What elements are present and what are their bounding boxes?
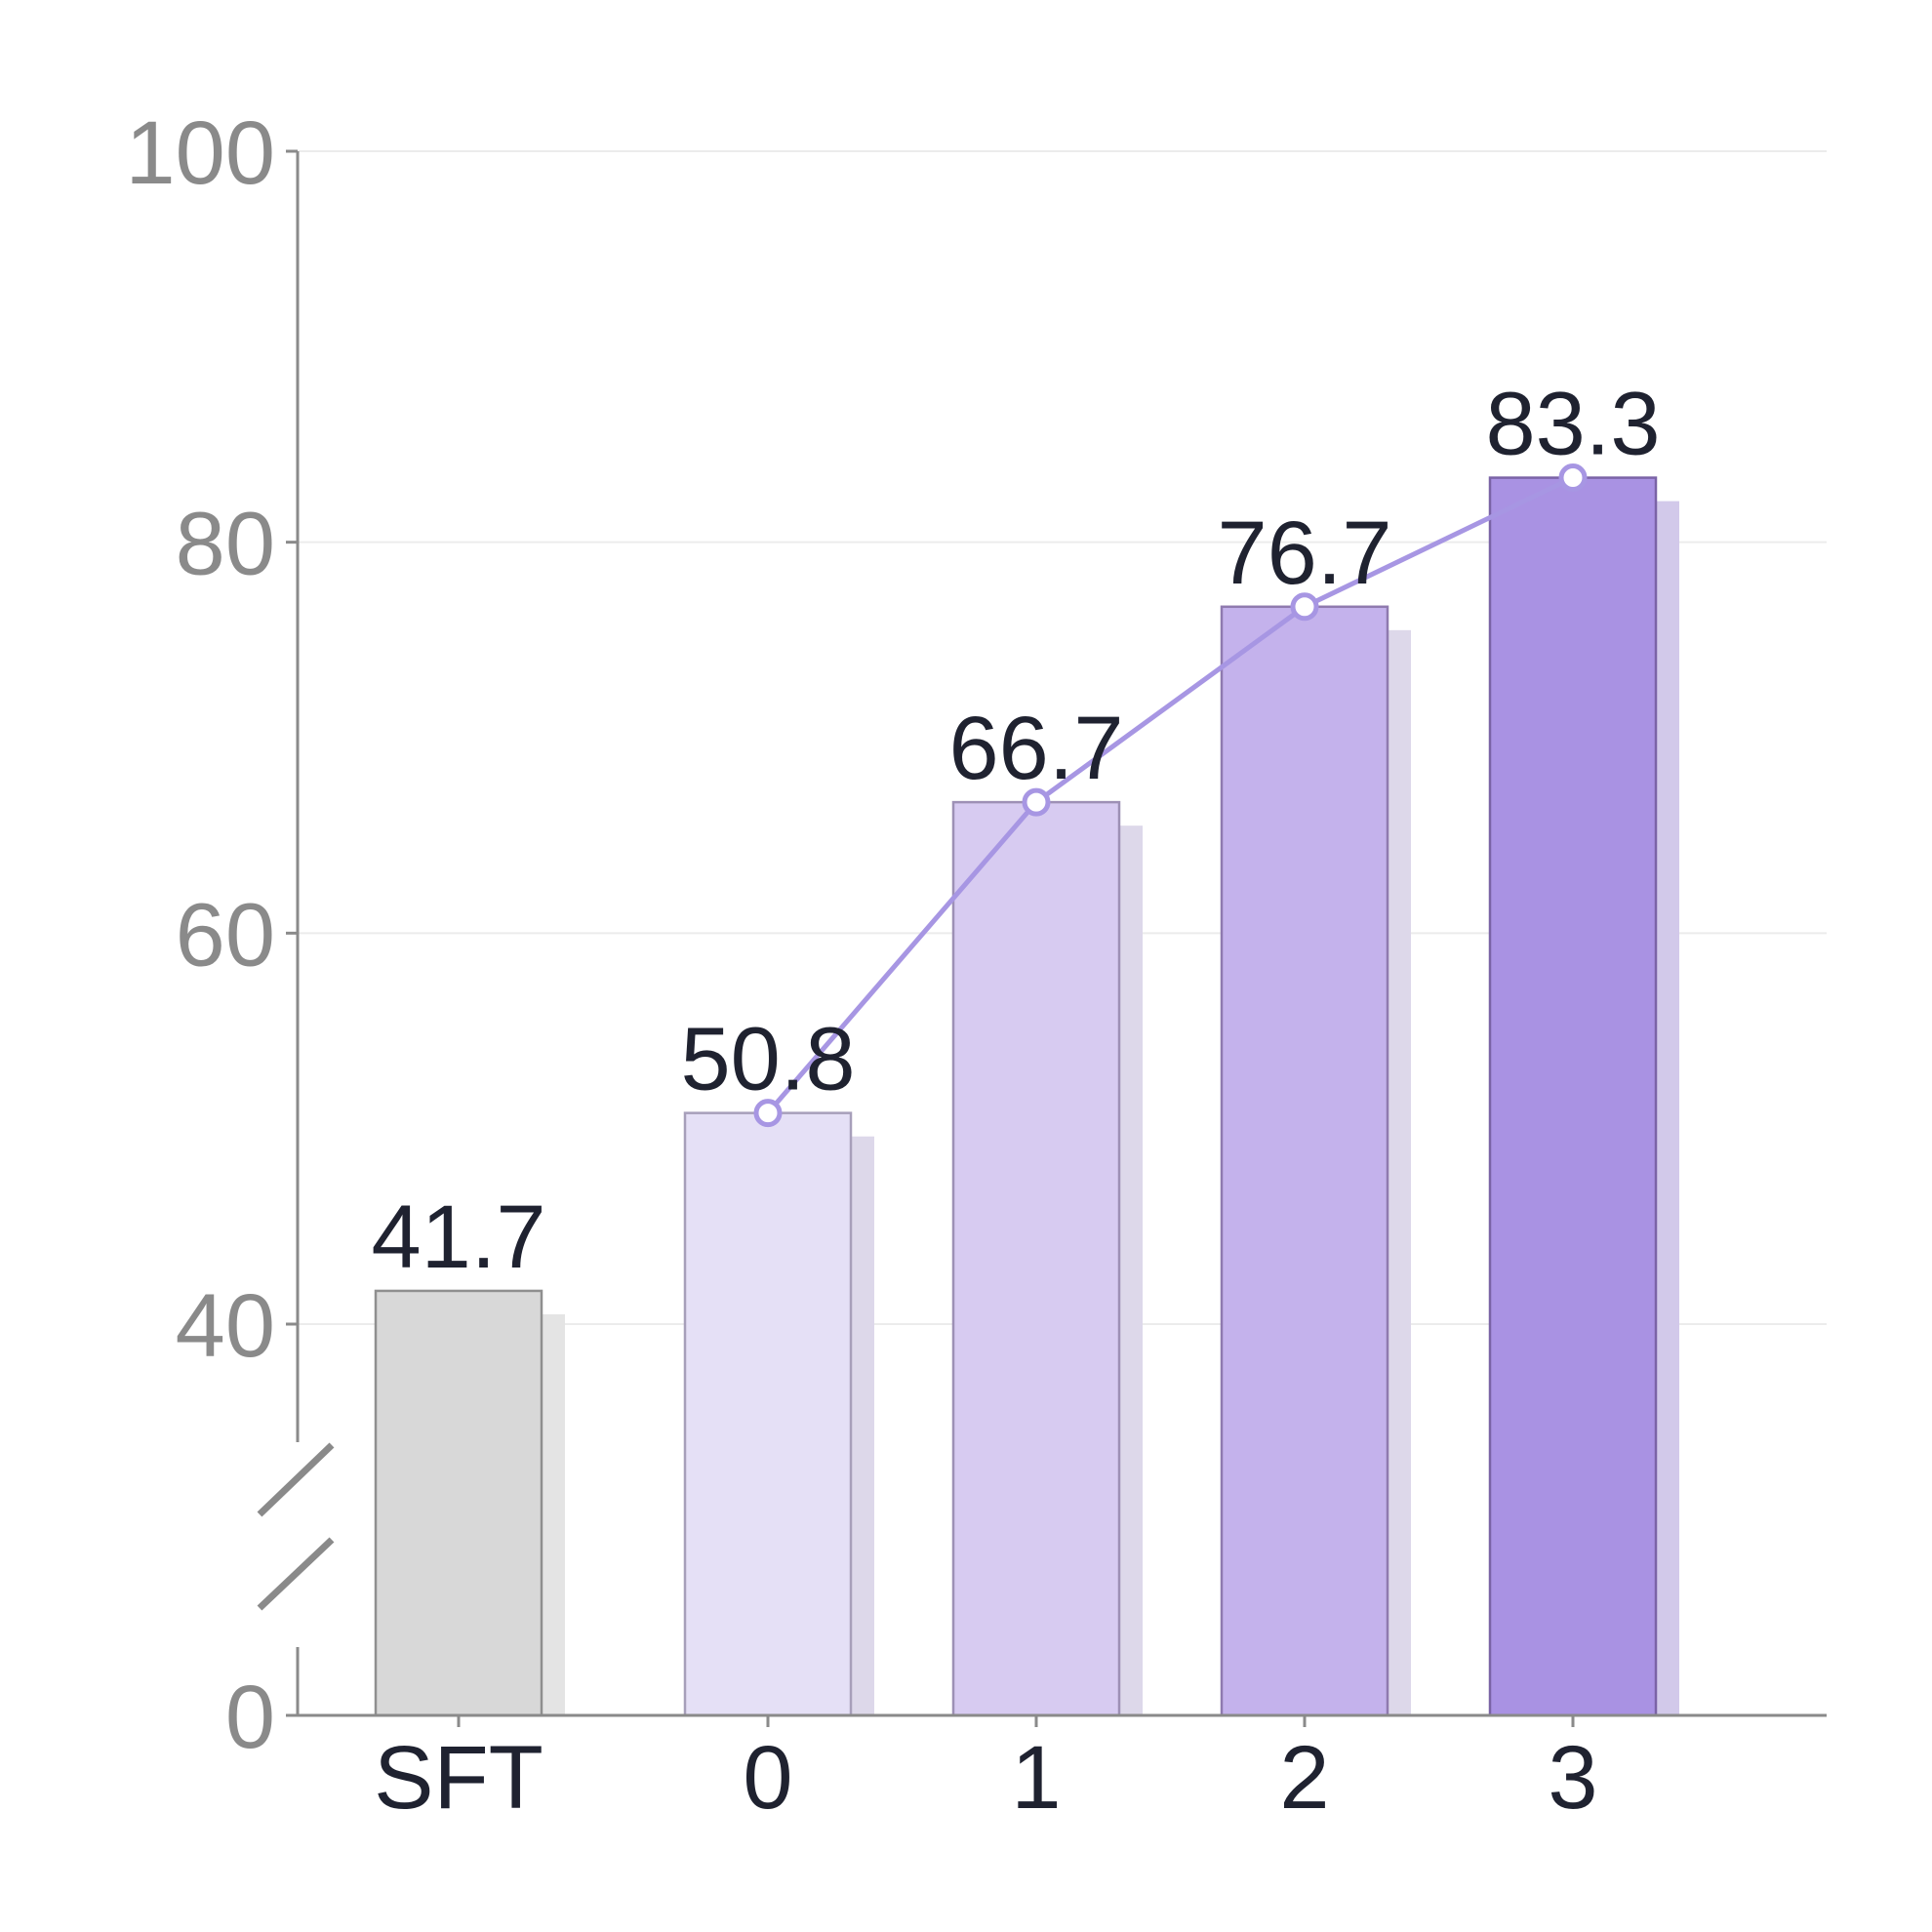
x-tick-label: SFT	[374, 1728, 543, 1828]
y-tick-label: 60	[176, 885, 275, 985]
bar	[374, 1289, 543, 1717]
x-tick-label: 2	[1279, 1728, 1329, 1828]
bar-value-label: 41.7	[371, 1187, 545, 1287]
y-tick-label: 40	[176, 1276, 275, 1376]
axis-break-mark	[257, 1442, 335, 1517]
bar-value-label: 50.8	[680, 1010, 855, 1109]
trend-line-path	[766, 475, 1575, 1115]
trend-line-point	[1290, 592, 1319, 622]
bar-value-label: 76.7	[1217, 503, 1391, 603]
y-tick-label: 80	[176, 495, 275, 594]
y-tick-label: 100	[126, 103, 276, 203]
x-tick-label: 3	[1548, 1728, 1597, 1828]
trend-line-point	[753, 1099, 783, 1128]
value-labels: 41.7 50.8 66.7 76.7 83.3	[371, 375, 1660, 1287]
trend-line-point	[1022, 787, 1051, 817]
bars	[374, 476, 1658, 1717]
x-tick-label: 0	[743, 1728, 792, 1828]
y-tick-labels: 0 40 60 80 100	[126, 103, 298, 1767]
axis-break-mark	[257, 1537, 335, 1611]
bar	[1488, 476, 1658, 1717]
y-tick-label: 0	[225, 1668, 275, 1767]
x-tick-labels: SFT 0 1 2 3	[374, 1715, 1598, 1828]
trend-line	[753, 463, 1588, 1128]
bar-value-label: 83.3	[1485, 375, 1660, 474]
axes	[257, 151, 1827, 1717]
trend-line-point	[1558, 463, 1588, 493]
bar	[683, 1111, 853, 1717]
bar-value-label: 66.7	[948, 699, 1123, 798]
x-tick-label: 1	[1011, 1728, 1061, 1828]
bar	[1220, 605, 1389, 1717]
bar	[951, 800, 1121, 1717]
